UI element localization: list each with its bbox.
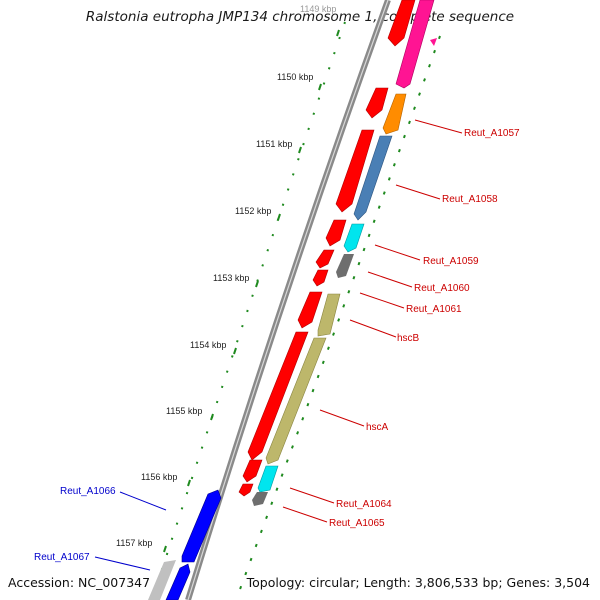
tick-label-1151: 1151 kbp <box>256 139 292 149</box>
tick-label-1154: 1154 kbp <box>190 340 226 350</box>
scale-arc <box>151 21 346 600</box>
cds-magenta-tip <box>430 38 437 46</box>
cds-red-top <box>387 0 416 47</box>
cds-red-5 <box>315 249 335 269</box>
gene-label-hscb: hscB <box>397 333 420 344</box>
topology-label: Topology: circular; Length: 3,806,533 bp… <box>246 575 590 590</box>
backbone <box>185 0 391 600</box>
cds-cyan-2 <box>257 465 279 493</box>
gene-label-reut-a1059: Reut_A1059 <box>423 256 479 267</box>
tick-label-1156: 1156 kbp <box>141 472 177 482</box>
cds-silver <box>148 560 176 600</box>
cds-red-3 <box>335 129 375 213</box>
cds-red-7 <box>297 291 323 329</box>
gene-label-reut-a1066: Reut_A1066 <box>60 486 116 497</box>
gene-label-reut-a1057: Reut_A1057 <box>464 128 520 139</box>
cds-blue-1 <box>181 489 222 563</box>
cds-cyan-1 <box>343 223 365 253</box>
cds-red-8 <box>247 331 309 461</box>
tick-label-1153: 1153 kbp <box>213 273 249 283</box>
cds-steelblue <box>353 135 393 221</box>
gene-label-reut-a1067: Reut_A1067 <box>34 552 90 563</box>
cds-magenta <box>395 0 435 89</box>
tick-label-1157: 1157 kbp <box>116 538 152 548</box>
inner-tick-arc <box>235 35 441 600</box>
cds-gray-1 <box>336 254 354 278</box>
cds-blue-2 <box>165 563 191 600</box>
cds-red-9 <box>242 459 263 483</box>
gene-label-reut-a1065: Reut_A1065 <box>329 518 385 529</box>
tick-label-1150: 1150 kbp <box>277 72 313 82</box>
gene-label-reut-a1060: Reut_A1060 <box>414 283 470 294</box>
cds-red-4 <box>325 219 347 247</box>
cds-red-6 <box>312 269 329 287</box>
gene-label-reut-a1064: Reut_A1064 <box>336 499 392 510</box>
cds-khaki-hscB <box>317 293 341 337</box>
tick-label-1149: 1149 kbp <box>300 4 336 14</box>
leader-lines-left <box>94 491 167 571</box>
major-ticks <box>163 29 340 553</box>
gene-label-hsca: hscA <box>366 422 389 433</box>
accession-label: Accession: NC_007347 <box>8 575 151 590</box>
tick-label-1152: 1152 kbp <box>235 206 271 216</box>
cds-orange <box>382 93 407 135</box>
cds-khaki-hscA <box>265 337 327 465</box>
cds-red-10 <box>238 483 254 497</box>
leader-lines-right <box>282 119 463 523</box>
forward-cds-track <box>238 0 416 497</box>
cds-gray-2 <box>252 492 268 506</box>
gene-label-reut-a1058: Reut_A1058 <box>442 194 498 205</box>
cds-red-2 <box>365 87 389 119</box>
gene-label-reut-a1061: Reut_A1061 <box>406 304 462 315</box>
tick-label-1155: 1155 kbp <box>166 406 202 416</box>
